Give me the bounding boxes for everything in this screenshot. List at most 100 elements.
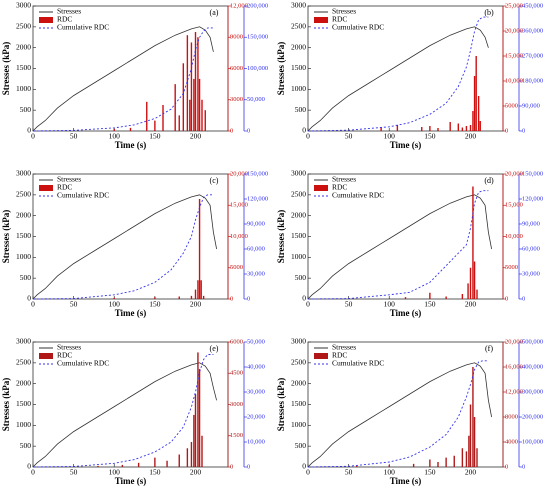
x-tick-label: 150	[424, 300, 436, 309]
rdc-bar	[178, 115, 180, 131]
y3-tick-label: 100,000	[522, 438, 543, 445]
rdc-bar	[194, 289, 197, 299]
cumulative-line	[307, 360, 489, 468]
y2-tick-label: 15,000	[230, 202, 248, 209]
rdc-bar	[200, 280, 202, 299]
y3-tick-label: 360,000	[522, 27, 543, 34]
x-tick-label: 100	[109, 300, 121, 309]
rdc-bar	[201, 99, 203, 131]
legend-swatch	[314, 353, 328, 359]
y-tick-label: 2000	[16, 42, 31, 51]
y2-tick-label: 8000	[505, 413, 518, 420]
y3-tick-label: 150,000	[522, 170, 543, 177]
rdc-bar	[190, 295, 193, 299]
y3-tick-label: 50,000	[247, 96, 265, 103]
panel-label: (f)	[485, 344, 493, 353]
rdc-bar	[396, 125, 399, 131]
x-tick-label: 100	[384, 300, 396, 309]
y2-tick-label: 3000	[230, 96, 243, 103]
y-tick-label: 1000	[291, 420, 306, 429]
y-tick-label: 2500	[291, 190, 306, 199]
legend-label: Stresses	[57, 343, 81, 352]
rdc-bar	[154, 457, 156, 467]
y-tick-label: 500	[295, 105, 307, 114]
y3-tick-label: 90,000	[522, 220, 540, 227]
legend-label: Cumulative RDC	[57, 23, 109, 32]
y2-tick-label: 15,000	[505, 52, 523, 59]
x-tick-label: 150	[149, 468, 161, 477]
y2-tick-label: 5000	[505, 102, 518, 109]
y3-tick-label: 0	[247, 463, 250, 470]
x-tick-label: 200	[465, 468, 477, 477]
y2-tick-label: 4000	[505, 438, 518, 445]
y2-tick-label: 0	[230, 295, 233, 302]
rdc-bar	[473, 417, 476, 467]
x-tick-label: 150	[424, 468, 436, 477]
rdc-bar	[453, 455, 455, 467]
rdc-bar	[421, 127, 423, 131]
rdc-bar	[479, 121, 481, 131]
rdc-bar	[162, 104, 164, 131]
legend-swatch	[39, 185, 53, 191]
rdc-bar	[429, 459, 431, 467]
y2-tick-label: 0	[505, 295, 508, 302]
y2-tick-label: 9000	[230, 34, 243, 41]
x-tick-label: 50	[345, 132, 353, 141]
rdc-bar	[467, 283, 469, 299]
rdc-bar	[380, 127, 382, 131]
y2-tick-label: 15,000	[505, 202, 523, 209]
y-axis-label: Stresses (kPa)	[276, 42, 286, 96]
x-tick-label: 100	[109, 132, 121, 141]
x-tick-label: 100	[384, 468, 396, 477]
rdc-bar	[113, 297, 115, 299]
rdc-bar	[198, 369, 201, 467]
y-tick-label: 0	[27, 462, 31, 471]
y-tick-label: 500	[20, 273, 32, 282]
rdc-bar	[193, 78, 195, 131]
legend-swatch	[39, 17, 53, 23]
y-tick-label: 2000	[291, 210, 306, 219]
rdc-bar	[121, 464, 124, 467]
x-tick-label: 0	[31, 468, 35, 477]
rdc-bar	[190, 442, 193, 467]
rdc-bar	[477, 96, 480, 131]
legend-label: RDC	[332, 183, 347, 192]
y3-tick-label: 60,000	[522, 245, 540, 252]
rdc-bar	[457, 123, 460, 131]
rdc-bar	[186, 448, 189, 467]
legend-label: RDC	[332, 15, 347, 24]
legend-label: Stresses	[57, 175, 81, 184]
legend-label: Stresses	[332, 7, 356, 16]
y3-tick-label: 400,000	[522, 363, 543, 370]
panel-label: (b)	[484, 8, 494, 17]
y-axis-label: Stresses (kPa)	[1, 378, 11, 432]
y3-tick-label: 60,000	[247, 245, 265, 252]
y2-tick-label: 20,000	[505, 338, 523, 345]
y-tick-label: 3000	[291, 337, 306, 346]
y2-tick-label: 0	[505, 463, 508, 470]
rdc-bar	[404, 297, 407, 299]
y3-tick-label: 120,000	[247, 195, 268, 202]
legend-label: RDC	[57, 15, 72, 24]
y3-tick-label: 50,000	[247, 338, 265, 345]
y-axis-label: Stresses (kPa)	[276, 378, 286, 432]
rdc-bar	[204, 110, 206, 131]
y-tick-label: 0	[302, 294, 306, 303]
rdc-bar	[449, 122, 451, 131]
y2-tick-label: 20,000	[505, 170, 523, 177]
x-tick-label: 0	[31, 300, 35, 309]
y2-tick-label: 0	[230, 127, 233, 134]
y3-tick-label: 150,000	[247, 170, 268, 177]
y3-tick-label: 300,000	[522, 388, 543, 395]
x-tick-label: 200	[465, 132, 477, 141]
rdc-bar	[473, 76, 476, 131]
y-tick-label: 1500	[291, 399, 306, 408]
legend-label: Stresses	[57, 7, 81, 16]
rdc-bar	[469, 404, 472, 467]
y-tick-label: 2500	[291, 22, 306, 31]
x-tick-label: 0	[306, 300, 310, 309]
rdc-bar	[178, 296, 180, 299]
x-axis-label: Time (s)	[390, 308, 422, 318]
legend-swatch	[314, 185, 328, 191]
